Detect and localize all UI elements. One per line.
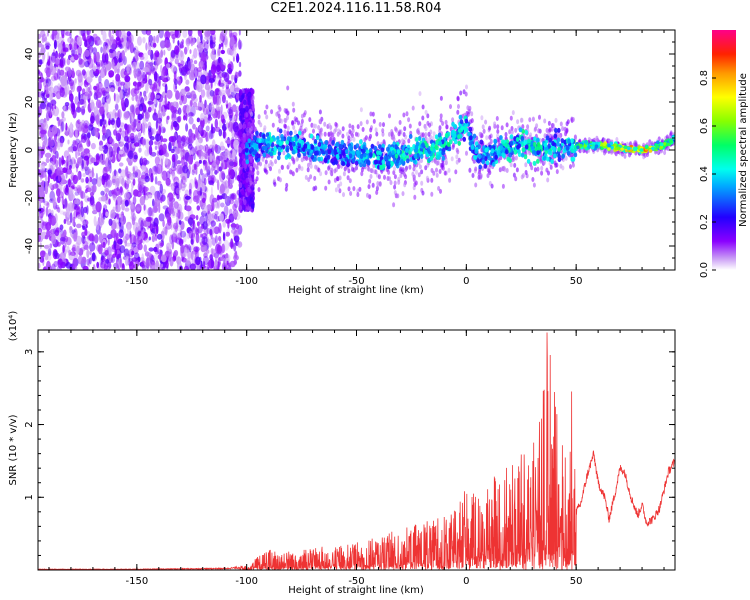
snr-plot-area — [38, 332, 675, 570]
snr-x-axis-label: Height of straight line (km) — [288, 585, 424, 596]
snr-x-tick-label: 0 — [463, 576, 469, 587]
snr-series-line — [38, 332, 675, 570]
snr-y-tick-label: 2 — [24, 421, 35, 427]
snr-x-tick-label: -50 — [348, 576, 364, 587]
colorbar-tick-label: 0.2 — [699, 214, 710, 230]
spectrogram-y-tick-label: -20 — [24, 190, 35, 206]
snr-y-tick-label: 3 — [24, 349, 35, 355]
spectrogram-y-tick-label: -40 — [24, 238, 35, 254]
colorbar-tick-label: 0.8 — [699, 70, 710, 86]
spectrogram-panel: -150 -100 -50 0 50 -40 -20 0 20 40 Height of stra… — [8, 29, 676, 296]
spectrogram-x-tick-label: -50 — [348, 276, 364, 287]
snr-x-tick-label: -150 — [125, 576, 148, 587]
snr-x-tick-label: -100 — [235, 576, 258, 587]
spectrogram-y-tick-label: 0 — [24, 147, 35, 153]
spectrogram-x-tick-label: 50 — [570, 276, 583, 287]
colorbar-ticks: 0.0 0.2 0.4 0.6 0.8 — [699, 70, 716, 278]
colorbar: 0.0 0.2 0.4 0.6 0.8 Normalized spectral ampl… — [699, 30, 749, 278]
spectrogram-y-tick-label: 20 — [24, 96, 35, 109]
spectrogram-x-tick-label: -150 — [125, 276, 148, 287]
chart-title: C2E1.2024.116.11.58.R04 — [270, 1, 442, 16]
spectrogram-y-tick-label: 40 — [24, 48, 35, 61]
colorbar-gradient — [712, 30, 736, 270]
spectrogram-plot-area — [38, 30, 675, 270]
colorbar-label: Normalized spectral amplitude — [738, 73, 749, 227]
spectrogram-y-axis-label: Frequency (Hz) — [8, 112, 19, 188]
spectrogram-x-tick-label: -100 — [235, 276, 258, 287]
colorbar-tick-label: 0.6 — [699, 118, 710, 134]
spectrogram-x-tick-label: 0 — [463, 276, 469, 287]
spectrogram-ridge — [244, 114, 675, 171]
snr-axes: -150 -100 -50 0 50 1 2 3 — [24, 330, 675, 587]
colorbar-tick-label: 0.4 — [699, 166, 710, 182]
snr-y-tick-label: 1 — [24, 494, 35, 500]
spectrogram-axes: -150 -100 -50 0 50 -40 -20 0 20 40 — [24, 29, 675, 287]
spectrogram-noise-field — [38, 30, 255, 270]
snr-x-tick-label: 50 — [570, 576, 583, 587]
snr-frame — [37, 329, 676, 571]
snr-panel: -150 -100 -50 0 50 1 2 3 Height of straight lin… — [8, 311, 676, 596]
snr-y-multiplier: (x10⁴) — [8, 311, 19, 342]
snr-y-axis-label: SNR (10 * v/v) — [8, 414, 19, 485]
colorbar-tick-label: 0.0 — [699, 262, 710, 278]
spectrogram-x-axis-label: Height of straight line (km) — [288, 285, 424, 296]
